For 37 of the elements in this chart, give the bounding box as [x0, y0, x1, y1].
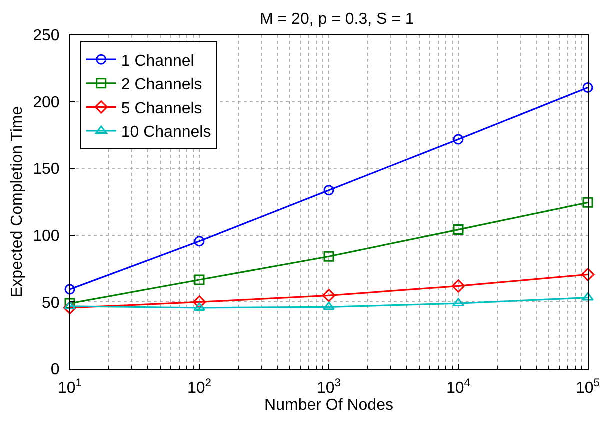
chart-title: M = 20, p = 0.3, S = 1 — [260, 10, 414, 28]
x-tick-label: 10$^{4}$ — [446, 377, 471, 398]
point — [452, 298, 464, 307]
point — [452, 280, 466, 293]
point — [194, 302, 206, 311]
y-tick-label: 200 — [33, 94, 60, 112]
point — [64, 301, 76, 310]
legend-label: 5 Channels — [121, 100, 202, 118]
legend-label: 2 Channels — [121, 76, 202, 94]
legend-label: 10 Channels — [121, 124, 212, 142]
y-tick-label: 250 — [33, 28, 60, 45]
point — [64, 284, 76, 295]
point — [194, 236, 205, 247]
point — [582, 82, 594, 94]
legend-label: 1 Channel — [121, 52, 194, 70]
point — [194, 274, 205, 286]
y-tick-label: 100 — [33, 228, 60, 245]
point — [63, 301, 77, 315]
point — [324, 251, 334, 262]
point — [323, 302, 335, 310]
y-tick-label: 50 — [42, 294, 60, 312]
y-tick-label: 150 — [33, 161, 60, 178]
point — [582, 292, 594, 301]
x-tick-label: 10$^{2}$ — [187, 377, 212, 398]
point — [582, 197, 594, 208]
point — [322, 289, 336, 302]
point — [453, 134, 464, 145]
point — [192, 296, 206, 309]
y-axis-title: Expected Completion Time — [8, 106, 26, 298]
x-tick-label: 10$^{1}$ — [58, 377, 82, 398]
point — [324, 185, 334, 196]
x-tick-label: 10$^{5}$ — [576, 377, 600, 398]
point — [581, 268, 595, 282]
y-tick-label: 0 — [50, 362, 60, 379]
x-tick-label: 10$^{3}$ — [316, 377, 342, 398]
x-axis-title: Number Of Nodes — [264, 397, 394, 414]
point — [453, 224, 464, 236]
